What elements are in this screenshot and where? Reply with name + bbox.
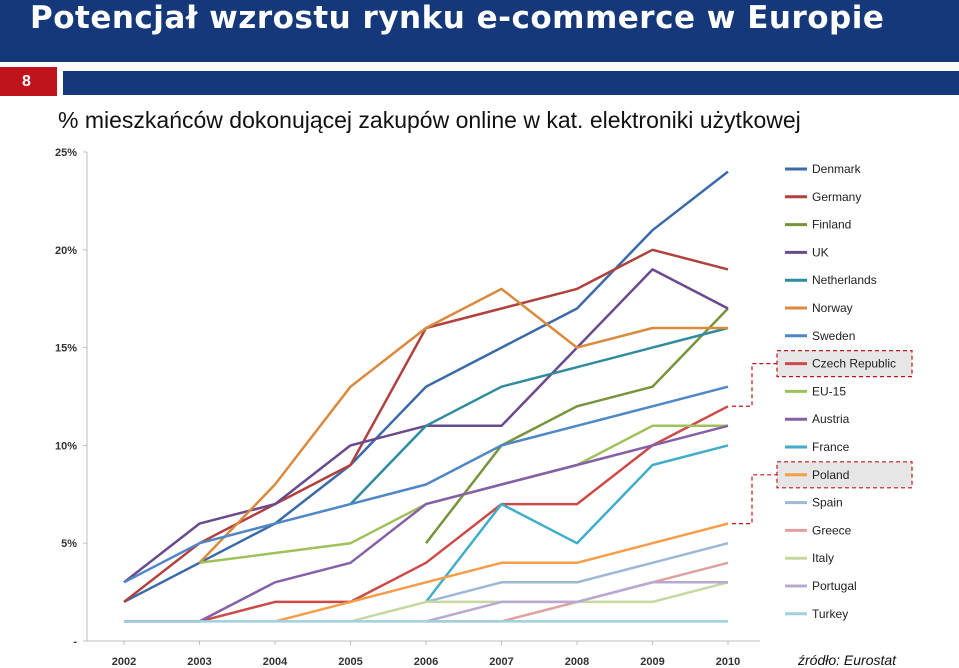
chart-legend: Denmark Germany Finland UK Netherlands Norway… [732, 162, 913, 621]
series-line-portugal [425, 581, 728, 623]
series-line-czech-republic [124, 405, 729, 623]
legend-label-turkey: Turkey [812, 607, 848, 621]
legend-label-austria: Austria [812, 412, 850, 426]
x-tick-label: 2002 [112, 656, 136, 668]
x-tick-label: 2003 [187, 656, 211, 668]
legend-label-sweden: Sweden [812, 329, 855, 343]
legend-label-eu-15: EU-15 [812, 384, 846, 398]
source-note: źródło: Eurostat [798, 652, 897, 668]
slide-title-bar: Potencjał wzrostu rynku e-commerce w Eur… [0, 0, 959, 62]
chart-series-lines [123, 170, 729, 623]
series-line-finland [425, 307, 729, 544]
series-line-sweden [123, 385, 729, 584]
series-line-denmark [123, 170, 729, 604]
chart-subtitle: % mieszkańców dokonującej zakupów online… [58, 107, 801, 133]
legend-label-norway: Norway [812, 301, 853, 315]
legend-label-greece: Greece [812, 523, 852, 537]
highlight-connector-czech-republic [732, 363, 777, 407]
legend-label-poland: Poland [812, 468, 849, 482]
series-line-france [425, 444, 729, 603]
x-tick-label: 2010 [716, 656, 740, 668]
legend-label-czech-republic: Czech Republic [812, 357, 896, 371]
legend-label-spain: Spain [812, 496, 843, 510]
x-tick-label: 2005 [338, 656, 362, 668]
x-tick-label: 2007 [489, 656, 513, 668]
legend-label-netherlands: Netherlands [812, 273, 877, 287]
legend-label-germany: Germany [812, 190, 861, 204]
legend-label-portugal: Portugal [812, 579, 857, 593]
legend-label-france: France [812, 440, 850, 454]
y-tick-label: - [73, 636, 77, 648]
y-tick-label: 20% [55, 245, 77, 257]
x-tick-label: 2009 [640, 656, 664, 668]
y-tick-label: 25% [55, 147, 77, 159]
legend-label-finland: Finland [812, 218, 851, 232]
x-tick-label: 2008 [565, 656, 589, 668]
series-line-norway [198, 287, 728, 564]
legend-label-denmark: Denmark [812, 162, 862, 176]
chart-axes: - 5% 10% 15% 20% 25% 2002 2003 2004 2005 2006 2007 2… [55, 147, 760, 668]
slide-number: 8 [22, 73, 31, 90]
x-tick-label: 2006 [414, 656, 438, 668]
series-line-netherlands [349, 326, 729, 505]
header-accent-bar [63, 71, 959, 95]
x-tick-label: 2004 [263, 656, 288, 668]
y-tick-label: 15% [55, 343, 77, 355]
legend-label-uk: UK [812, 245, 829, 259]
highlight-connector-poland [732, 474, 777, 525]
y-tick-label: 10% [55, 440, 77, 452]
slide-number-badge: 8 [0, 67, 57, 96]
series-line-austria [124, 424, 729, 623]
series-line-spain [425, 541, 729, 604]
slide-title: Potencjał wzrostu rynku e-commerce w Eur… [30, 0, 885, 36]
series-line-poland [274, 522, 729, 623]
legend-label-italy: Italy [812, 551, 834, 565]
y-tick-label: 5% [61, 538, 77, 550]
